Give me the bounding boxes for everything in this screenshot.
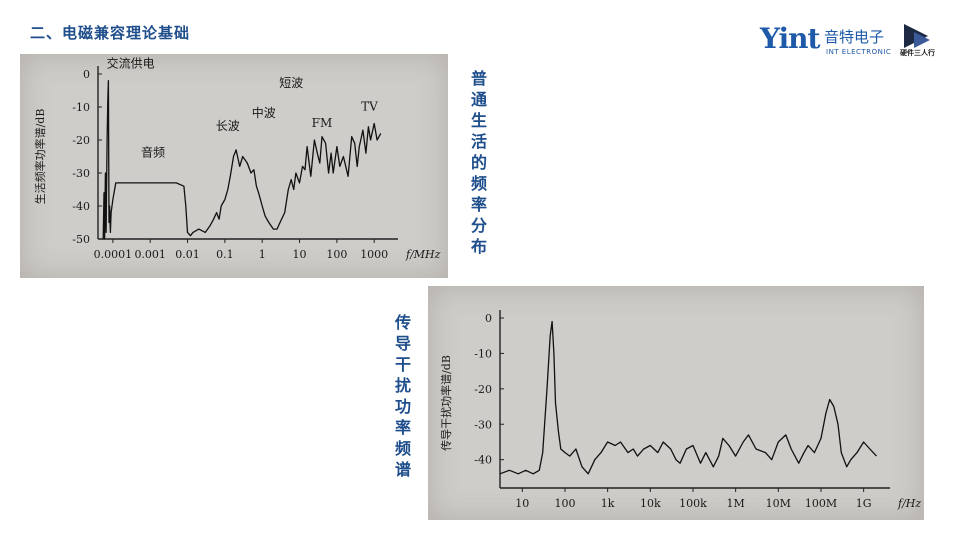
chart-conducted-spectrum: 0 -10 -20 -30 -40 10 100 1k 10k 100k 1M 10M 100M 1G f/… xyxy=(439,310,921,510)
caption-char: 传 xyxy=(394,313,411,332)
x-tick-label: 1G xyxy=(856,497,872,510)
x-axis-label: f/MHz xyxy=(405,248,441,261)
y-tick-label: 0 xyxy=(83,68,90,81)
caption-char: 分 xyxy=(470,216,487,235)
caption-char: 普 xyxy=(470,69,487,88)
slide-title: 二、电磁兼容理论基础 xyxy=(30,24,191,42)
x-tick-label: 1 xyxy=(259,248,266,261)
x-tick-label: 10 xyxy=(293,248,307,261)
caption-char: 功 xyxy=(394,397,411,416)
x-axis-label: f/Hz xyxy=(897,497,921,510)
caption-char: 干 xyxy=(394,355,411,374)
annotation-label: TV xyxy=(361,99,378,113)
y-tick-label: -40 xyxy=(474,454,492,467)
x-tick-label: 1M xyxy=(727,497,745,510)
x-tick-label: 1000 xyxy=(360,248,388,261)
caption-char: 谱 xyxy=(394,460,411,479)
x-tick-label: 100k xyxy=(679,497,707,510)
y-tick-label: -10 xyxy=(72,101,90,114)
logo-mark: Yint xyxy=(760,22,820,55)
y-tick-label: -20 xyxy=(474,383,492,396)
caption-char: 通 xyxy=(470,90,487,109)
company-logo: Yint 音特电子 INT ELECTRONIC 硬件三人行 xyxy=(760,18,940,62)
x-tick-label: 100 xyxy=(326,248,347,261)
x-tick-label: 0.001 xyxy=(134,248,166,261)
annotation-label: 长波 xyxy=(216,119,240,133)
arrow-logo-icon xyxy=(904,24,930,48)
x-tick-label: 1k xyxy=(601,497,615,510)
x-tick-label: 0.01 xyxy=(175,248,200,261)
caption-conducted-spectrum: 传导干扰功率频谱 xyxy=(392,312,414,480)
y-axis-label: 生活频率功率谱/dB xyxy=(33,109,47,205)
x-tick-label: 0.0001 xyxy=(94,248,133,261)
caption-char: 布 xyxy=(470,237,487,256)
y-tick-label: -20 xyxy=(72,134,90,147)
caption-char: 的 xyxy=(470,153,487,172)
caption-char: 率 xyxy=(394,418,411,437)
annotation-label: FM xyxy=(312,116,333,130)
chart-photo-life-spectrum: 0 -10 -20 -30 -40 -50 0.0001 0.001 0.01 0.1 1 10 100… xyxy=(20,54,448,278)
annotation-label: 中波 xyxy=(252,105,276,120)
caption-char: 扰 xyxy=(394,376,411,395)
chart-photo-conducted-spectrum: 0 -10 -20 -30 -40 10 100 1k 10k 100k 1M 10M 100M 1G f/… xyxy=(428,286,924,520)
x-tick-label: 10M xyxy=(766,497,791,510)
caption-char: 生 xyxy=(470,111,487,130)
logo-sub-text: 硬件三人行 xyxy=(900,49,935,57)
series-line xyxy=(102,79,382,240)
logo-english-name: INT ELECTRONIC xyxy=(826,48,892,56)
annotation-label: 音频 xyxy=(141,145,165,160)
y-tick-label: 0 xyxy=(485,312,492,325)
y-axis-label: 传导干扰功率谱/dB xyxy=(439,355,453,451)
x-tick-label: 0.1 xyxy=(216,248,234,261)
annotation-label: 交流供电 xyxy=(107,55,155,70)
annotation-label: 短波 xyxy=(279,76,303,90)
x-tick-label: 100M xyxy=(805,497,837,510)
y-tick-label: -30 xyxy=(72,167,90,180)
x-tick-label: 100 xyxy=(554,497,575,510)
chart-life-spectrum: 0 -10 -20 -30 -40 -50 0.0001 0.001 0.01 0.1 1 10 100… xyxy=(33,55,441,261)
x-tick-label: 10 xyxy=(515,497,529,510)
series-line xyxy=(499,320,877,475)
y-tick-label: -30 xyxy=(474,418,492,431)
caption-char: 活 xyxy=(470,132,487,151)
x-tick-label: 10k xyxy=(640,497,661,510)
caption-char: 频 xyxy=(470,174,487,193)
y-tick-label: -40 xyxy=(72,200,90,213)
y-tick-label: -50 xyxy=(72,233,90,246)
logo-chinese-name: 音特电子 xyxy=(824,28,885,46)
y-tick-label: -10 xyxy=(474,347,492,360)
caption-char: 率 xyxy=(470,195,487,214)
caption-char: 导 xyxy=(394,334,411,353)
caption-char: 频 xyxy=(394,439,411,458)
caption-life-spectrum: 普通生活的频率分布 xyxy=(468,68,490,257)
